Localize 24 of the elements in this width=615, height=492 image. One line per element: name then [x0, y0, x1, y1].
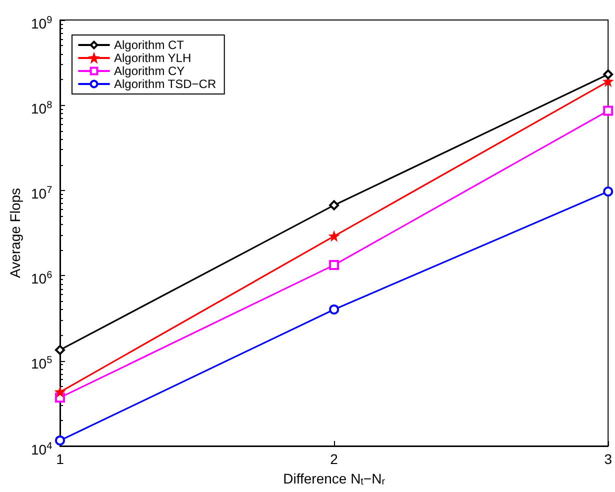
y-tick-label: 10$^{6}$: [31, 269, 52, 287]
y-tick-label: 10$^{5}$: [31, 354, 52, 372]
point: [329, 200, 340, 210]
point: [603, 106, 614, 116]
y-tick-label: 10$^{7}$: [31, 184, 52, 202]
y-tick-label: 10$^{4}$: [31, 440, 52, 458]
point: [603, 186, 614, 197]
point: [603, 69, 614, 80]
y-tick-label: 10$^{9}$: [31, 14, 52, 32]
legend-label: Algorithm YLH: [114, 51, 192, 65]
point: [329, 304, 340, 314]
legend-label: Algorithm CT: [114, 38, 185, 52]
x-tick-label: 2: [330, 451, 338, 467]
point: [55, 344, 65, 355]
x-tick-label: 3: [604, 451, 612, 467]
legend-label: Algorithm CY: [114, 64, 185, 78]
point: [329, 260, 340, 270]
point: [55, 436, 65, 446]
point: [55, 387, 65, 397]
point: [329, 232, 339, 241]
x-tick-label: 1: [56, 451, 64, 467]
y-tick-label: 10$^{8}$: [31, 98, 52, 116]
y-axis-title: Average Flops: [7, 188, 23, 278]
legend-label: Algorithm TSD−CR: [114, 77, 216, 91]
